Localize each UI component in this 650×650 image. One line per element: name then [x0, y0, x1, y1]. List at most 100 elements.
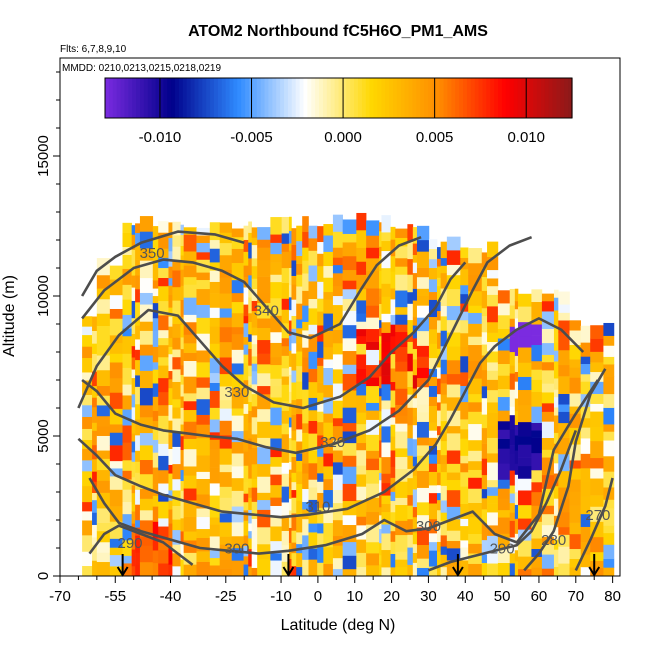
heatmap-cell — [541, 328, 555, 344]
heatmap-cell — [569, 367, 581, 378]
heatmap-cell — [356, 442, 367, 451]
heatmap-cell — [514, 410, 519, 425]
heatmap-cell — [509, 428, 516, 446]
heatmap-cell — [308, 298, 318, 309]
heatmap-cell — [296, 566, 303, 576]
heatmap-cell — [219, 373, 233, 387]
heatmap-cell — [243, 413, 249, 431]
heatmap-cell — [158, 329, 169, 339]
heatmap-cell — [416, 437, 430, 446]
heatmap-cell — [395, 534, 408, 552]
heatmap-cell — [553, 463, 559, 474]
heatmap-cell — [139, 445, 154, 461]
heatmap-cell — [172, 544, 181, 554]
heatmap-cell — [219, 513, 233, 523]
heatmap-cell — [96, 355, 111, 371]
theta-contour-320 — [81, 235, 533, 455]
heatmap-cell — [135, 472, 141, 490]
heatmap-cell — [437, 541, 441, 552]
heatmap-cell — [302, 305, 309, 322]
heatmap-cell — [468, 553, 483, 564]
heatmap-cell — [168, 490, 173, 501]
heatmap-cell — [281, 545, 290, 562]
heatmap-cell — [481, 386, 488, 399]
colorbar-segment — [408, 78, 414, 118]
heatmap-cell — [518, 347, 532, 363]
heatmap-cell — [131, 225, 136, 235]
heatmap-cell — [291, 275, 297, 285]
heatmap-cell — [366, 458, 380, 471]
heatmap-cell — [296, 471, 303, 485]
heatmap-cell — [168, 316, 173, 327]
heatmap-cell — [509, 406, 516, 416]
heatmap-cell — [440, 471, 448, 486]
heatmap-cell — [231, 349, 244, 364]
heatmap-cell — [395, 306, 408, 315]
heatmap-cell — [440, 305, 448, 317]
colorbar-segment — [229, 78, 235, 118]
colorbar-segment — [322, 78, 328, 118]
heatmap-cell — [291, 370, 297, 383]
heatmap-cell — [243, 520, 249, 536]
heatmap-cell — [497, 448, 511, 464]
heatmap-cell — [308, 334, 318, 352]
heatmap-cell — [356, 525, 367, 540]
heatmap-cell — [248, 312, 252, 322]
heatmap-cell — [558, 470, 570, 488]
colorbar-segment — [350, 78, 355, 118]
heatmap-cell — [209, 449, 220, 468]
heatmap-cell — [407, 386, 414, 395]
heatmap-cell — [196, 227, 211, 236]
heatmap-cell — [487, 389, 499, 403]
heatmap-cell — [135, 359, 141, 376]
heatmap-cell — [296, 516, 303, 533]
heatmap-cell — [92, 544, 98, 561]
heatmap-cell — [82, 316, 93, 327]
heatmap-cell — [135, 419, 141, 436]
heatmap-cell — [541, 383, 555, 393]
heatmap-cell — [553, 443, 559, 454]
heatmap-cell — [183, 564, 197, 576]
heatmap-cell — [332, 354, 343, 370]
colorbar-segment — [233, 78, 238, 118]
x-tick-label: 0 — [314, 588, 322, 605]
heatmap-cell — [281, 298, 290, 310]
heatmap-cell — [317, 253, 324, 267]
heatmap-cell — [390, 324, 396, 337]
heatmap-cell — [487, 332, 499, 343]
heatmap-cell — [487, 425, 499, 438]
heatmap-cell — [82, 416, 93, 429]
heatmap-cell — [416, 514, 430, 528]
heatmap-cell — [366, 410, 380, 420]
heatmap-cell — [379, 427, 382, 441]
heatmap-cell — [281, 423, 290, 435]
heatmap-cell — [412, 543, 418, 554]
colorbar-segment — [404, 78, 410, 118]
heatmap-cell — [209, 262, 220, 271]
heatmap-cell — [487, 495, 499, 504]
heatmap-cell — [514, 450, 519, 464]
heatmap-cell — [342, 455, 357, 467]
heatmap-cell — [131, 369, 136, 379]
heatmap-cell — [390, 255, 396, 272]
colorbar — [104, 77, 573, 119]
heatmap-cell — [379, 528, 382, 544]
flights-label: Flts: 6,7,8,9,10 — [60, 44, 127, 55]
heatmap-cell — [553, 453, 559, 464]
heatmap-cell — [82, 520, 93, 536]
heatmap-cell — [308, 250, 318, 266]
heatmap-cell — [168, 251, 173, 267]
colorbar-segment — [369, 78, 375, 118]
heatmap-cell — [381, 426, 391, 443]
heatmap-cell — [82, 535, 93, 552]
heatmap-cell — [468, 469, 483, 478]
heatmap-cell — [518, 376, 532, 391]
heatmap-cell — [553, 432, 559, 444]
heatmap-cell — [180, 435, 184, 451]
heatmap-cell — [291, 414, 297, 431]
heatmap-cell — [553, 361, 559, 379]
heatmap-cell — [342, 390, 357, 408]
heatmap-cell — [342, 442, 357, 456]
heatmap-cell — [291, 353, 297, 371]
